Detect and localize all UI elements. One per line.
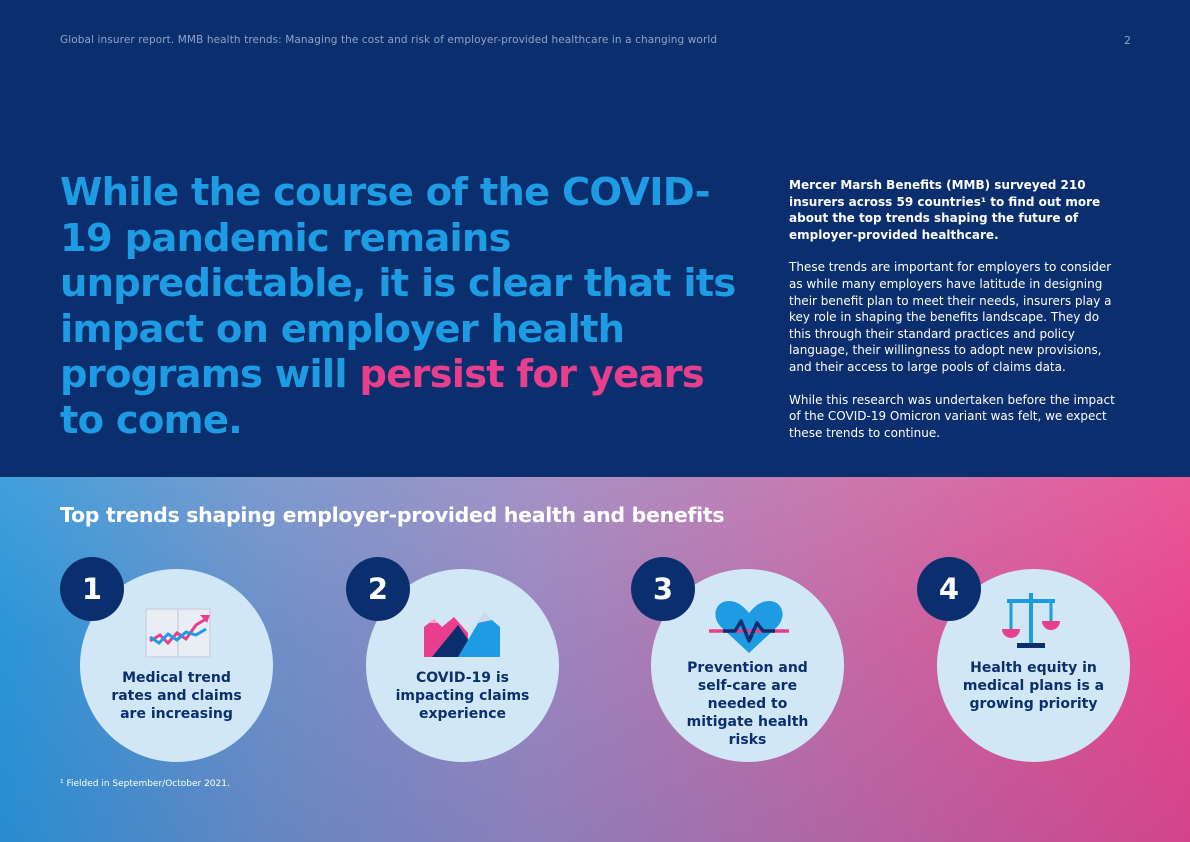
intro-text: Mercer Marsh Benefits (MMB) surveyed 210… — [789, 177, 1119, 457]
trend-number: 4 — [917, 557, 981, 621]
trend-number: 3 — [631, 557, 695, 621]
headline-highlight: persist for years — [359, 352, 704, 397]
intro-paragraph-2: These trends are important for employers… — [789, 260, 1112, 374]
trend-card-1: 1 Medical trend rates and claims are inc… — [60, 557, 280, 797]
intro-lead: Mercer Marsh Benefits (MMB) surveyed 210… — [789, 178, 1101, 242]
trend-label: Prevention and self-care are needed to m… — [686, 660, 809, 748]
mountains-icon — [424, 605, 500, 663]
running-head: Global insurer report. MMB health trends… — [60, 34, 718, 46]
trend-number: 1 — [60, 557, 124, 621]
trend-card-2: 2 COVID-19 is impacting claims experienc… — [346, 557, 566, 797]
trend-label: Medical trend rates and claims are incre… — [111, 670, 242, 722]
headline-part2: to come. — [60, 397, 243, 443]
footnote: ¹ Fielded in September/October 2021. — [60, 779, 230, 789]
trend-label: COVID-19 is impacting claims experience — [395, 670, 530, 722]
page-number: 2 — [1124, 34, 1131, 47]
intro-paragraph-3: While this research was undertaken befor… — [789, 392, 1115, 440]
scales-icon — [999, 591, 1063, 655]
trend-number: 2 — [346, 557, 410, 621]
headline-part1: While the course of the COVID-19 pandemi… — [60, 170, 736, 397]
trend-chart-icon — [144, 607, 212, 663]
trends-title: Top trends shaping employer-provided hea… — [60, 503, 725, 527]
headline: While the course of the COVID-19 pandemi… — [60, 170, 750, 443]
intro-panel: Global insurer report. MMB health trends… — [0, 0, 1190, 477]
trend-label: Health equity in medical plans is a grow… — [962, 660, 1105, 712]
trend-card-4: 4 Health equity in medical plans is a gr… — [917, 557, 1137, 797]
trend-card-3: 3 Prevention and self-care are needed to… — [631, 557, 851, 797]
trends-panel: Top trends shaping employer-provided hea… — [0, 477, 1190, 842]
heart-pulse-icon — [709, 597, 789, 659]
